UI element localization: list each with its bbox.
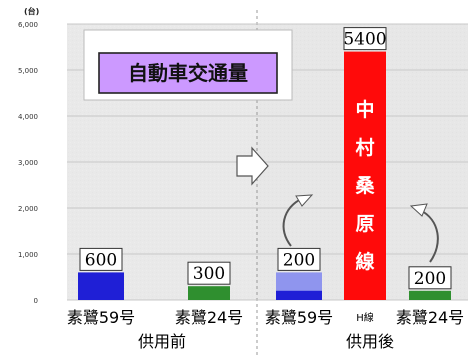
bar xyxy=(409,290,451,300)
bar xyxy=(344,51,386,300)
bar xyxy=(78,272,124,300)
category-label: 素鷺24号 xyxy=(175,308,243,327)
value-label: 5400 xyxy=(343,30,386,50)
transition-arrow-icon xyxy=(236,146,269,186)
value-label: 300 xyxy=(193,264,225,284)
y-tick-label: 3,000 xyxy=(18,159,38,167)
value-label-box xyxy=(408,266,452,290)
chart-title: 自動車交通量 xyxy=(128,61,248,85)
y-tick-label: 5,000 xyxy=(18,67,38,75)
y-tick-label: 1,000 xyxy=(18,251,38,259)
bar-inline-text: 中 xyxy=(355,98,374,121)
y-unit-label: (台) xyxy=(24,6,39,16)
category-label: 素鷺59号 xyxy=(67,308,135,327)
value-label-box xyxy=(343,27,387,51)
shift-arrow-left-icon xyxy=(282,194,314,247)
value-label-box xyxy=(277,247,321,271)
y-tick-label: 0 xyxy=(34,297,38,305)
bar-inline-text: 原 xyxy=(355,213,374,235)
y-tick-label: 6,000 xyxy=(18,21,38,29)
value-label-box xyxy=(187,261,231,285)
title-box xyxy=(98,52,278,94)
bar-inline-text: 村 xyxy=(355,136,374,159)
category-label: H線 xyxy=(356,311,374,324)
bar xyxy=(276,290,322,300)
value-label: 600 xyxy=(85,250,117,270)
category-label: 素鷺59号 xyxy=(265,308,333,327)
shift-arrow-right-icon xyxy=(409,203,439,263)
y-tick-label: 4,000 xyxy=(18,113,38,121)
group-label: 供用前 xyxy=(138,332,186,351)
bar-inline-text: 桑 xyxy=(355,175,375,197)
y-tick-label: 2,000 xyxy=(18,205,38,213)
bar-inline-text: 線 xyxy=(355,250,374,273)
category-label: 素鷺24号 xyxy=(396,308,464,327)
value-label-box xyxy=(79,247,123,271)
group-label: 供用後 xyxy=(346,332,394,351)
bar xyxy=(188,286,230,300)
value-label: 200 xyxy=(414,269,446,289)
value-label: 200 xyxy=(283,250,315,270)
